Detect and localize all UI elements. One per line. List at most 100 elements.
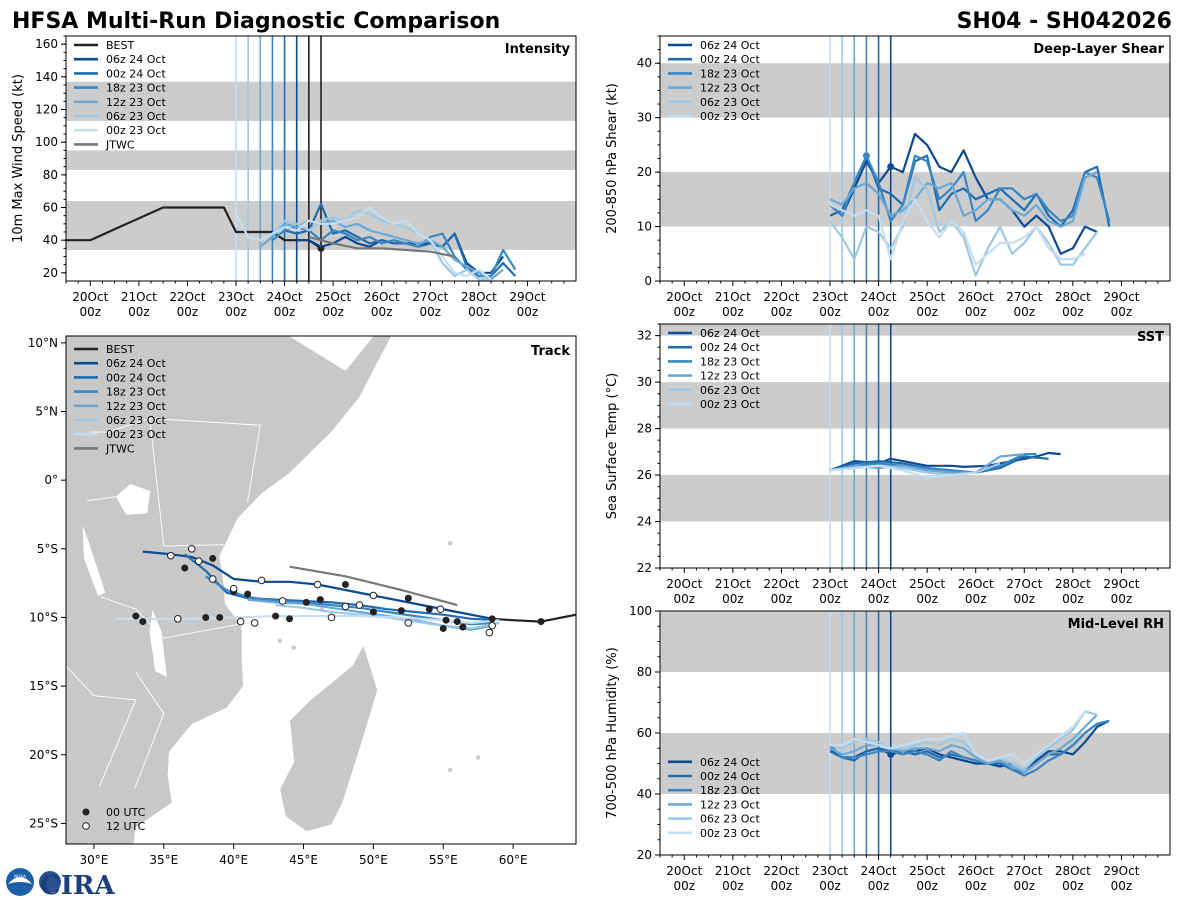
legend-label: 00z 24 Oct xyxy=(106,67,166,80)
track-point-00utc xyxy=(132,612,140,620)
lake-shape xyxy=(149,609,167,677)
x-tick-label-hour: 00z xyxy=(771,305,793,319)
x-tick-label: 26Oct xyxy=(364,290,400,304)
track-point-00utc xyxy=(181,564,189,572)
y-tick-label: 40 xyxy=(637,787,652,801)
y-tick-label: 20°S xyxy=(29,748,58,762)
x-tick-label-hour: 00z xyxy=(722,879,744,893)
track-point-12utc xyxy=(166,551,175,560)
legend-label: 00z 24 Oct xyxy=(700,341,760,354)
x-tick-label-hour: 00z xyxy=(419,305,441,319)
legend-label: 12z 23 Oct xyxy=(106,96,166,109)
legend-label: 12z 23 Oct xyxy=(700,798,760,811)
track-line xyxy=(289,565,458,607)
x-tick-label: 20Oct xyxy=(666,864,702,878)
legend-label: 18z 23 Oct xyxy=(700,784,760,797)
island-shape xyxy=(448,541,453,546)
x-tick-label: 28Oct xyxy=(1055,864,1091,878)
lake-shape xyxy=(115,484,151,515)
x-tick-label: 26Oct xyxy=(958,290,994,304)
x-tick-label-hour: 00z xyxy=(1062,592,1084,606)
legend-label: 00z 23 Oct xyxy=(700,110,760,123)
x-tick-label: 21Oct xyxy=(121,290,157,304)
y-tick-label: 10 xyxy=(637,220,652,234)
x-tick-label-hour: 00z xyxy=(468,305,490,319)
y-tick-label: 26 xyxy=(637,468,652,482)
y-tick-label: 0 xyxy=(644,274,652,288)
track-point-12utc xyxy=(187,545,196,553)
track-point-12utc xyxy=(488,621,496,630)
legend-label: 12z 23 Oct xyxy=(700,82,760,95)
x-tick-label: 27Oct xyxy=(412,290,448,304)
y-tick-label: 28 xyxy=(637,422,652,436)
y-tick-label: 5°N xyxy=(35,405,58,419)
x-tick-label-hour: 00z xyxy=(1062,879,1084,893)
x-tick-label-hour: 00z xyxy=(322,305,344,319)
x-tick-label-hour: 00z xyxy=(965,592,987,606)
legend-label: 06z 23 Oct xyxy=(106,110,166,123)
x-tick-label: 28Oct xyxy=(1055,577,1091,591)
x-tick-label: 20Oct xyxy=(72,290,108,304)
y-tick-label: 80 xyxy=(637,665,652,679)
x-tick-label: 25Oct xyxy=(909,577,945,591)
series-line xyxy=(829,198,1086,266)
track-point-00utc xyxy=(453,618,461,626)
cira-logo: NOAA CIRA xyxy=(6,868,115,900)
x-tick-label: 27Oct xyxy=(1006,577,1042,591)
track-point-12utc xyxy=(404,619,413,627)
legend-label: 12 UTC xyxy=(106,820,146,833)
legend-label: 06z 24 Oct xyxy=(700,756,760,769)
legend-label: 06z 24 Oct xyxy=(106,357,166,370)
track-point-00utc xyxy=(341,581,349,589)
threshold-band xyxy=(660,475,1170,522)
x-tick-label-hour: 00z xyxy=(771,592,793,606)
track-point-00utc xyxy=(272,612,280,620)
x-tick-label: 29Oct xyxy=(1103,864,1139,878)
y-tick-label: 60 xyxy=(43,201,58,215)
x-tick-label-hour: 00z xyxy=(916,305,938,319)
legend-label: BEST xyxy=(106,39,134,52)
island-shape xyxy=(291,645,296,650)
threshold-band xyxy=(660,611,1170,672)
noaa-bird-icon xyxy=(8,877,32,884)
legend-label: 00z 23 Oct xyxy=(106,428,166,441)
country-border xyxy=(86,493,150,502)
track-point-12utc xyxy=(355,601,364,609)
x-tick-label: 20Oct xyxy=(666,577,702,591)
track-point-00utc xyxy=(316,596,324,604)
track-line xyxy=(184,553,500,622)
legend-label: 00z 23 Oct xyxy=(700,827,760,840)
series-group xyxy=(829,451,1061,479)
x-tick-label-hour: 00z xyxy=(673,592,695,606)
x-tick-label: 22Oct xyxy=(763,864,799,878)
series-line xyxy=(829,710,1098,771)
y-tick-label: 25°S xyxy=(29,816,58,830)
series-line xyxy=(271,226,517,278)
x-tick-label-hour: 00z xyxy=(274,305,296,319)
series-group xyxy=(829,710,1110,777)
y-axis-label: Sea Surface Temp (°C) xyxy=(605,373,620,520)
x-tick-label: 24Oct xyxy=(861,577,897,591)
x-tick-label-hour: 00z xyxy=(1013,592,1035,606)
x-tick-label-hour: 00z xyxy=(225,305,247,319)
legend-label: 00z 24 Oct xyxy=(106,371,166,384)
x-tick-label-hour: 00z xyxy=(819,879,841,893)
x-tick-label: 24Oct xyxy=(861,864,897,878)
x-tick-label-hour: 00z xyxy=(1111,592,1133,606)
legend-label: 18z 23 Oct xyxy=(700,355,760,368)
legend-label: 18z 23 Oct xyxy=(106,82,166,95)
track-point-00utc xyxy=(139,618,147,626)
plot-frame xyxy=(65,335,577,845)
x-tick-label-hour: 00z xyxy=(965,879,987,893)
y-tick-label: 32 xyxy=(637,329,652,343)
x-tick-label-hour: 00z xyxy=(868,592,890,606)
track-point-00utc xyxy=(537,618,545,626)
y-tick-label: 24 xyxy=(637,515,652,529)
track-point-12utc xyxy=(278,597,287,605)
legend-label: 06z 24 Oct xyxy=(700,39,760,52)
y-tick-label: 0° xyxy=(44,473,58,487)
x-tick-label-hour: 00z xyxy=(916,879,938,893)
x-tick-label-hour: 00z xyxy=(722,592,744,606)
x-tick-label: 50°E xyxy=(359,853,388,867)
